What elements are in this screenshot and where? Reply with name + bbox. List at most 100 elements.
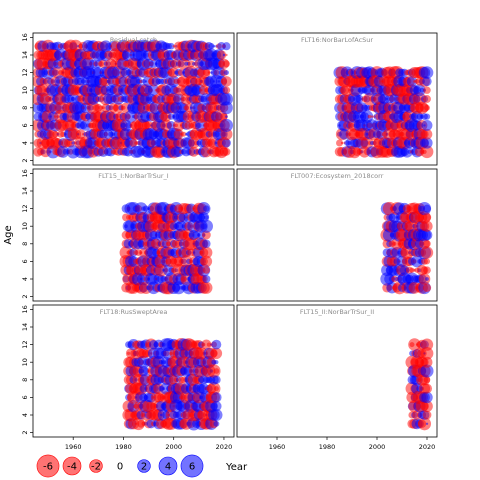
data-point	[408, 338, 421, 351]
data-point	[216, 50, 227, 60]
panel: FLT15_II:NorBarTrSur_II 1960 1980 2000 2020	[236, 304, 438, 451]
y-tick-label: 6	[21, 123, 29, 127]
data-point	[421, 356, 433, 368]
data-point	[207, 71, 211, 74]
data-point	[202, 239, 211, 249]
data-point	[136, 79, 141, 84]
y-tick-label: 4	[21, 141, 29, 145]
data-point	[222, 42, 231, 51]
data-point	[222, 86, 231, 94]
data-point	[220, 112, 228, 121]
data-point	[419, 87, 425, 93]
legend: -6 -4 -2 0 2 4 6	[36, 454, 204, 478]
panel-frame	[32, 32, 235, 166]
data-point	[370, 115, 374, 118]
data-point	[421, 383, 433, 394]
bubble-series	[33, 39, 234, 159]
panel-title: FLT18:RusSweptArea	[100, 308, 168, 316]
y-tick-label: 6	[21, 259, 29, 263]
panel-title: FLT15_I:NorBarTrSur_I	[98, 172, 169, 180]
data-point	[52, 131, 59, 138]
data-point	[219, 92, 234, 106]
x-axis-title: Year	[225, 462, 248, 473]
data-point	[422, 76, 432, 87]
panel: FLT15_I:NorBarTrSur_I 2 4 6 8 10 12 14 16	[21, 168, 235, 302]
data-point	[200, 246, 213, 259]
data-point	[423, 376, 431, 384]
legend-label: 0	[117, 462, 123, 473]
panel-frame	[236, 168, 438, 302]
data-point	[225, 115, 228, 118]
y-tick-label: 4	[21, 413, 29, 417]
y-tick-label: 12	[21, 340, 29, 348]
bubble-series	[333, 65, 434, 159]
data-point	[355, 95, 364, 103]
legend-symbol	[36, 454, 60, 478]
data-point	[422, 213, 432, 222]
data-point	[422, 283, 432, 292]
data-point	[203, 205, 210, 212]
data-point	[168, 113, 175, 120]
y-tick-label: 12	[21, 204, 29, 212]
y-tick-label: 4	[21, 277, 29, 281]
data-point	[411, 255, 423, 268]
data-point	[423, 86, 431, 94]
y-tick-label: 14	[21, 323, 29, 331]
data-point	[360, 136, 374, 150]
data-point	[167, 42, 175, 50]
data-point	[207, 382, 221, 396]
data-point	[134, 202, 148, 215]
data-point	[173, 146, 184, 157]
data-point	[413, 84, 426, 97]
data-point	[211, 401, 222, 412]
x-tick-label: 2000	[369, 443, 386, 451]
panel-frame	[236, 32, 438, 166]
data-point	[214, 360, 219, 365]
data-point	[208, 43, 215, 50]
x-tick-label: 1960	[269, 443, 286, 451]
y-tick-label: 2	[21, 431, 29, 435]
data-point	[80, 120, 92, 131]
panel: FLT18:RusSweptArea 2 4 6 8 10 12 14 16 1960 1980 20…	[21, 304, 235, 451]
y-tick-label: 10	[21, 222, 29, 230]
x-tick-label: 2000	[165, 443, 182, 451]
data-point	[202, 266, 210, 274]
y-tick-label: 2	[21, 159, 29, 163]
y-tick-label: 10	[21, 86, 29, 94]
data-point	[213, 368, 220, 374]
legend-label: -6	[43, 462, 53, 473]
legend-label: 2	[141, 462, 147, 473]
data-point	[201, 339, 212, 350]
legend-label: -4	[67, 462, 77, 473]
bubble-series	[405, 338, 434, 431]
data-point	[206, 342, 212, 347]
data-point	[148, 84, 160, 96]
data-point	[421, 229, 433, 241]
data-point	[211, 392, 222, 403]
data-point	[420, 338, 434, 351]
data-point	[222, 147, 231, 156]
bubble-series	[122, 337, 223, 431]
data-point	[420, 364, 434, 378]
data-point	[421, 119, 433, 131]
data-point	[422, 410, 432, 420]
data-point	[421, 220, 433, 232]
data-point	[222, 53, 226, 57]
data-point	[173, 129, 184, 140]
data-point	[142, 367, 150, 375]
y-tick-label: 6	[21, 395, 29, 399]
data-point	[219, 118, 234, 132]
data-point	[221, 138, 231, 148]
legend-symbol	[180, 454, 204, 478]
data-point	[222, 60, 230, 68]
data-point	[420, 66, 434, 79]
panel-title: Residual catch	[110, 36, 157, 44]
legend-label: 4	[165, 462, 171, 473]
data-point	[423, 258, 431, 265]
panel: Residual catch 2 4 6 8 10 12 14 16	[21, 32, 235, 166]
data-point	[202, 274, 211, 284]
data-point	[420, 145, 434, 159]
data-point	[201, 230, 211, 240]
data-point	[213, 420, 220, 427]
data-point	[223, 70, 229, 76]
